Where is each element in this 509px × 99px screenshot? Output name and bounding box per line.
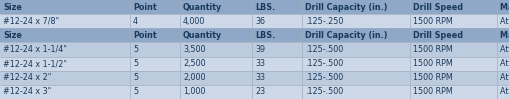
Bar bbox=[302, 42, 410, 57]
Text: 1500 RPM: 1500 RPM bbox=[413, 59, 453, 68]
Bar bbox=[497, 71, 509, 85]
Bar bbox=[0, 85, 130, 99]
Bar bbox=[180, 85, 252, 99]
Text: Material Application: Material Application bbox=[500, 31, 509, 40]
Bar bbox=[130, 0, 180, 14]
Text: .125-.500: .125-.500 bbox=[305, 59, 343, 68]
Bar bbox=[130, 71, 180, 85]
Bar bbox=[302, 0, 410, 14]
Text: Quantity: Quantity bbox=[183, 3, 222, 12]
Bar bbox=[180, 42, 252, 57]
Text: Attaches Metal to Metal: Attaches Metal to Metal bbox=[500, 45, 509, 54]
Text: 4,000: 4,000 bbox=[183, 17, 205, 26]
Bar bbox=[497, 57, 509, 71]
Bar bbox=[252, 0, 302, 14]
Text: Point: Point bbox=[133, 31, 157, 40]
Text: 1500 RPM: 1500 RPM bbox=[413, 73, 453, 82]
Bar bbox=[252, 28, 302, 42]
Bar bbox=[410, 28, 497, 42]
Bar bbox=[180, 57, 252, 71]
Bar bbox=[497, 85, 509, 99]
Text: #12-24 x 1-1/4": #12-24 x 1-1/4" bbox=[3, 45, 67, 54]
Text: LBS.: LBS. bbox=[255, 3, 275, 12]
Text: Attaches Metal to Metal: Attaches Metal to Metal bbox=[500, 73, 509, 82]
Text: 4: 4 bbox=[133, 17, 138, 26]
Text: #12-24 x 2": #12-24 x 2" bbox=[3, 73, 51, 82]
Bar bbox=[252, 42, 302, 57]
Text: #12-24 x 1-1/2": #12-24 x 1-1/2" bbox=[3, 59, 67, 68]
Text: Point: Point bbox=[133, 3, 157, 12]
Text: Drill Speed: Drill Speed bbox=[413, 3, 463, 12]
Bar bbox=[497, 42, 509, 57]
Bar bbox=[410, 0, 497, 14]
Text: 5: 5 bbox=[133, 73, 138, 82]
Text: 1500 RPM: 1500 RPM bbox=[413, 45, 453, 54]
Text: .125-.500: .125-.500 bbox=[305, 73, 343, 82]
Bar bbox=[0, 28, 130, 42]
Text: 1500 RPM: 1500 RPM bbox=[413, 17, 453, 26]
Bar bbox=[410, 85, 497, 99]
Bar bbox=[130, 42, 180, 57]
Bar bbox=[410, 14, 497, 28]
Bar bbox=[252, 14, 302, 28]
Text: 5: 5 bbox=[133, 87, 138, 96]
Text: 39: 39 bbox=[255, 45, 265, 54]
Bar bbox=[302, 28, 410, 42]
Bar bbox=[0, 14, 130, 28]
Text: 2,500: 2,500 bbox=[183, 59, 206, 68]
Bar bbox=[180, 14, 252, 28]
Bar bbox=[0, 57, 130, 71]
Text: #12-24 x 3": #12-24 x 3" bbox=[3, 87, 51, 96]
Text: 23: 23 bbox=[255, 87, 265, 96]
Text: .125-.500: .125-.500 bbox=[305, 87, 343, 96]
Bar bbox=[0, 71, 130, 85]
Text: 33: 33 bbox=[255, 73, 265, 82]
Text: Size: Size bbox=[3, 31, 22, 40]
Bar bbox=[302, 14, 410, 28]
Bar bbox=[497, 0, 509, 14]
Text: .125-.500: .125-.500 bbox=[305, 45, 343, 54]
Text: Material Application: Material Application bbox=[500, 3, 509, 12]
Text: LBS.: LBS. bbox=[255, 31, 275, 40]
Text: Attaches Metal to Metal: Attaches Metal to Metal bbox=[500, 59, 509, 68]
Text: #12-24 x 7/8": #12-24 x 7/8" bbox=[3, 17, 59, 26]
Bar bbox=[180, 71, 252, 85]
Text: Attaches Metal to Metal: Attaches Metal to Metal bbox=[500, 17, 509, 26]
Text: Quantity: Quantity bbox=[183, 31, 222, 40]
Text: Size: Size bbox=[3, 3, 22, 12]
Bar bbox=[130, 85, 180, 99]
Text: 5: 5 bbox=[133, 59, 138, 68]
Bar bbox=[180, 0, 252, 14]
Text: Drill Capacity (in.): Drill Capacity (in.) bbox=[305, 31, 387, 40]
Text: Drill Capacity (in.): Drill Capacity (in.) bbox=[305, 3, 387, 12]
Bar bbox=[130, 14, 180, 28]
Bar bbox=[497, 14, 509, 28]
Bar bbox=[410, 57, 497, 71]
Bar bbox=[410, 71, 497, 85]
Bar bbox=[302, 57, 410, 71]
Text: .125-.250: .125-.250 bbox=[305, 17, 344, 26]
Bar bbox=[252, 85, 302, 99]
Text: 1,000: 1,000 bbox=[183, 87, 205, 96]
Bar bbox=[0, 0, 130, 14]
Text: 36: 36 bbox=[255, 17, 265, 26]
Bar bbox=[497, 28, 509, 42]
Text: 3,500: 3,500 bbox=[183, 45, 206, 54]
Bar bbox=[302, 85, 410, 99]
Bar bbox=[180, 28, 252, 42]
Text: Drill Speed: Drill Speed bbox=[413, 31, 463, 40]
Text: Attaches Metal to Metal: Attaches Metal to Metal bbox=[500, 87, 509, 96]
Bar bbox=[252, 57, 302, 71]
Bar bbox=[130, 57, 180, 71]
Bar bbox=[302, 71, 410, 85]
Bar bbox=[130, 28, 180, 42]
Bar bbox=[252, 71, 302, 85]
Text: 33: 33 bbox=[255, 59, 265, 68]
Bar bbox=[0, 42, 130, 57]
Text: 5: 5 bbox=[133, 45, 138, 54]
Bar bbox=[410, 42, 497, 57]
Text: 2,000: 2,000 bbox=[183, 73, 206, 82]
Text: 1500 RPM: 1500 RPM bbox=[413, 87, 453, 96]
